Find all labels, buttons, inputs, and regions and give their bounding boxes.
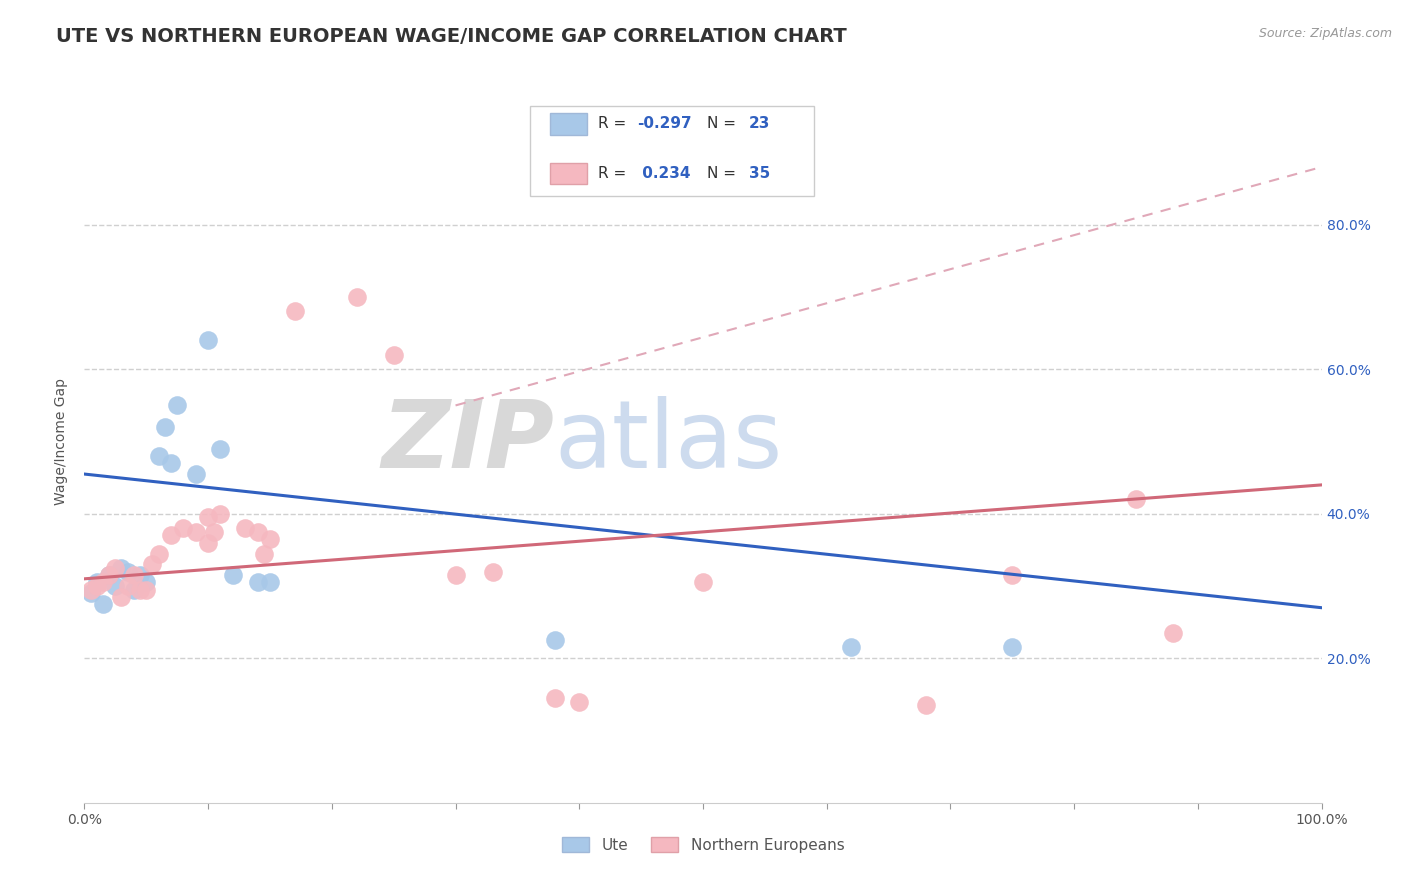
Point — [135, 575, 157, 590]
Point — [160, 528, 183, 542]
Point — [122, 582, 145, 597]
FancyBboxPatch shape — [550, 162, 586, 185]
Text: R =: R = — [598, 116, 631, 131]
Point — [841, 640, 863, 655]
Point — [117, 565, 139, 579]
Point — [91, 597, 114, 611]
Point — [1125, 492, 1147, 507]
Point — [197, 510, 219, 524]
Text: N =: N = — [707, 116, 741, 131]
Point — [129, 568, 152, 582]
Point — [543, 633, 565, 648]
Point — [202, 524, 225, 539]
Point — [259, 575, 281, 590]
Legend: Ute, Northern Europeans: Ute, Northern Europeans — [554, 829, 852, 860]
Point — [148, 449, 170, 463]
Point — [253, 547, 276, 561]
Point — [129, 582, 152, 597]
Point — [141, 558, 163, 572]
FancyBboxPatch shape — [530, 105, 814, 196]
Point — [346, 290, 368, 304]
Point — [166, 398, 188, 412]
Text: UTE VS NORTHERN EUROPEAN WAGE/INCOME GAP CORRELATION CHART: UTE VS NORTHERN EUROPEAN WAGE/INCOME GAP… — [56, 27, 846, 45]
Point — [184, 467, 207, 481]
Text: ZIP: ZIP — [381, 395, 554, 488]
Point — [104, 579, 127, 593]
Text: atlas: atlas — [554, 395, 783, 488]
Text: N =: N = — [707, 166, 741, 181]
Point — [172, 521, 194, 535]
Point — [91, 575, 114, 590]
Text: 35: 35 — [749, 166, 770, 181]
Point — [197, 334, 219, 348]
Point — [184, 524, 207, 539]
Point — [86, 575, 108, 590]
Point — [122, 568, 145, 582]
Point — [284, 304, 307, 318]
Text: 0.234: 0.234 — [637, 166, 690, 181]
Point — [1001, 568, 1024, 582]
Point — [1161, 626, 1184, 640]
FancyBboxPatch shape — [550, 113, 586, 135]
Point — [98, 568, 121, 582]
Point — [79, 582, 101, 597]
Text: Source: ZipAtlas.com: Source: ZipAtlas.com — [1258, 27, 1392, 40]
Point — [197, 535, 219, 549]
Point — [209, 507, 232, 521]
Text: -0.297: -0.297 — [637, 116, 692, 131]
Point — [233, 521, 256, 535]
Point — [259, 532, 281, 546]
Point — [444, 568, 467, 582]
Point — [98, 568, 121, 582]
Point — [153, 420, 176, 434]
Point — [117, 579, 139, 593]
Point — [246, 524, 269, 539]
Point — [110, 590, 132, 604]
Point — [135, 582, 157, 597]
Point — [104, 561, 127, 575]
Point — [246, 575, 269, 590]
Point — [110, 561, 132, 575]
Y-axis label: Wage/Income Gap: Wage/Income Gap — [55, 378, 69, 505]
Point — [148, 547, 170, 561]
Point — [543, 691, 565, 706]
Text: R =: R = — [598, 166, 631, 181]
Point — [1001, 640, 1024, 655]
Point — [86, 579, 108, 593]
Point — [209, 442, 232, 456]
Point — [160, 456, 183, 470]
Text: 23: 23 — [749, 116, 770, 131]
Point — [692, 575, 714, 590]
Point — [382, 348, 405, 362]
Point — [222, 568, 245, 582]
Point — [481, 565, 503, 579]
Point — [914, 698, 936, 713]
Point — [79, 586, 101, 600]
Point — [568, 695, 591, 709]
